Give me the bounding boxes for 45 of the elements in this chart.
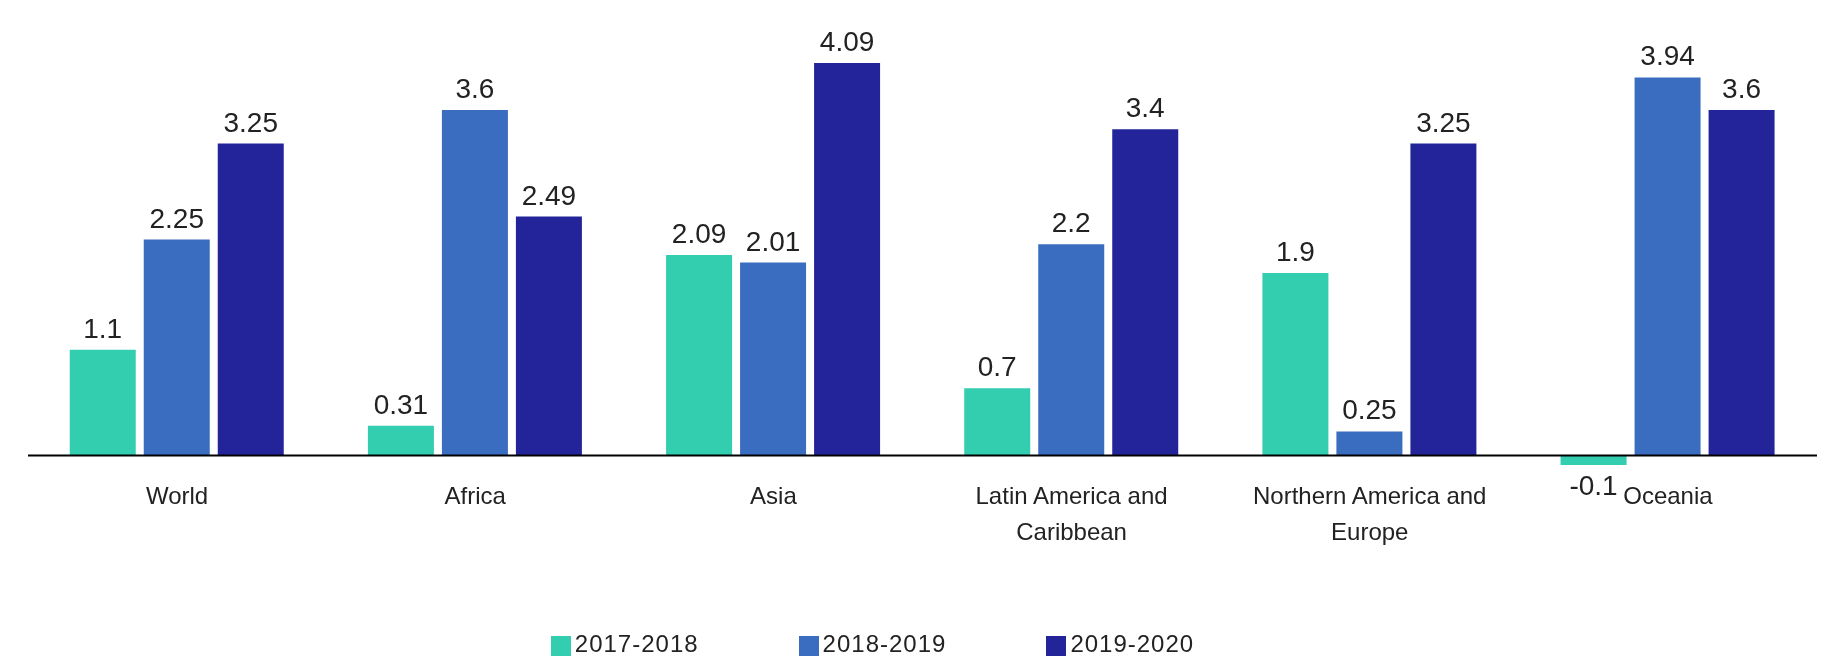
data-label: 2.25 <box>149 202 204 234</box>
data-label: 3.6 <box>1722 73 1762 105</box>
data-label: 2.09 <box>671 217 727 249</box>
data-label: 1.1 <box>83 312 123 344</box>
data-label: 3.4 <box>1125 92 1165 124</box>
x-tick-label: World <box>145 482 209 510</box>
bar <box>217 143 284 456</box>
data-label: 1.9 <box>1275 236 1315 268</box>
x-tick-label: Northern America and Europe <box>1253 482 1487 546</box>
bar <box>1262 273 1329 456</box>
bar <box>1634 77 1701 456</box>
bar <box>666 254 733 456</box>
data-label: 4.09 <box>819 26 875 57</box>
bar <box>740 262 807 456</box>
bar <box>143 239 210 456</box>
data-label: 0.31 <box>373 388 429 420</box>
data-label: 3.25 <box>1416 106 1471 138</box>
bar <box>1336 431 1403 456</box>
bar <box>367 425 434 456</box>
data-label: 3.25 <box>223 106 278 138</box>
bar <box>1038 244 1105 456</box>
data-label: 0.25 <box>1342 394 1397 426</box>
bar <box>69 349 136 456</box>
bar <box>441 110 508 456</box>
x-tick-label: Latin America and Caribbean <box>975 482 1168 546</box>
data-label: 2.01 <box>745 225 801 257</box>
bar <box>1112 129 1179 456</box>
bar <box>814 63 881 456</box>
data-label: -0.1 <box>1569 470 1618 501</box>
data-label: 0.7 <box>977 351 1017 383</box>
legend-label: 2018-2019 <box>822 630 947 657</box>
bar <box>964 388 1031 456</box>
legend-label: 2019-2020 <box>1070 630 1195 657</box>
data-label: 3.94 <box>1640 40 1695 72</box>
data-label: 2.2 <box>1051 207 1091 239</box>
bar <box>1708 110 1775 456</box>
bar <box>1410 143 1477 456</box>
legend-label: 2017-2018 <box>574 630 699 657</box>
bar <box>1560 455 1627 465</box>
data-label: 2.49 <box>521 179 577 211</box>
x-tick-label: Africa <box>444 482 507 510</box>
x-tick-label: Asia <box>750 482 798 510</box>
data-label: 3.6 <box>455 73 495 105</box>
bar <box>515 216 582 456</box>
x-tick-label: Oceania <box>1623 482 1714 510</box>
